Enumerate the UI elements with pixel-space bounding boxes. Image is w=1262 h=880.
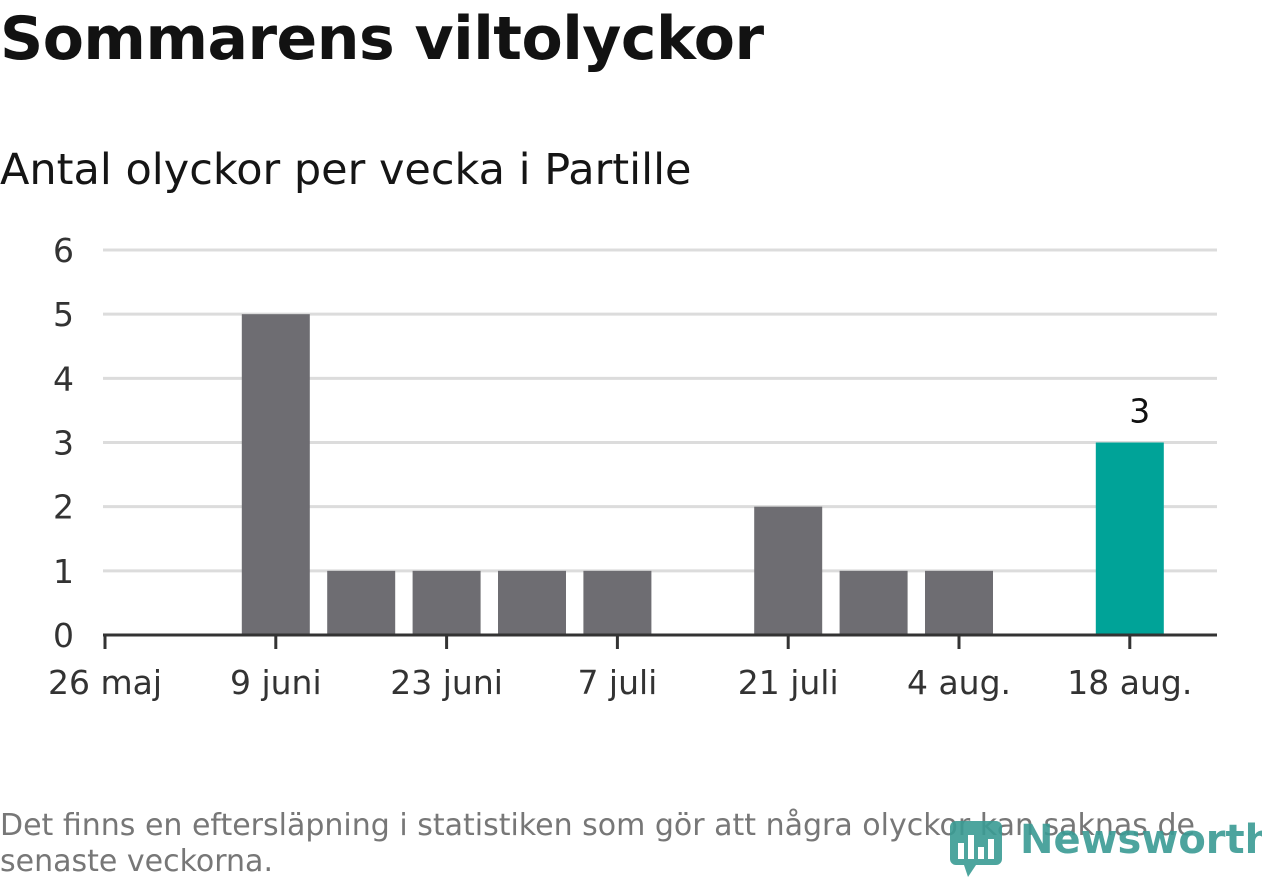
y-tick-label: 0 bbox=[53, 616, 74, 655]
x-tick-label: 7 juli bbox=[577, 663, 657, 702]
bar-18-aug- bbox=[1095, 442, 1164, 635]
bar-9-juni bbox=[241, 314, 310, 635]
bar-7-juli bbox=[583, 570, 652, 635]
bar-21-juli bbox=[754, 506, 823, 635]
bar-16-juni bbox=[327, 570, 396, 635]
chart-title: Sommarens viltolyckor bbox=[0, 4, 764, 74]
y-tick-label: 3 bbox=[53, 424, 74, 463]
bar-23-juni bbox=[412, 570, 481, 635]
x-axis: 26 maj 9 juni 23 juni 7 juli 21 juli 4 aug. 18… bbox=[48, 633, 1217, 702]
brand-name: Newsworthy bbox=[1020, 817, 1262, 863]
y-axis-ticks: 0 1 2 3 4 5 6 bbox=[53, 231, 74, 655]
x-tick-label: 23 juni bbox=[390, 663, 503, 702]
y-tick-label: 4 bbox=[53, 359, 74, 398]
x-tick-label: 9 juni bbox=[230, 663, 322, 702]
newsworthy-logo: Newsworthy bbox=[950, 817, 1262, 877]
data-labels: 3 bbox=[1129, 392, 1150, 431]
y-tick-label: 1 bbox=[53, 552, 74, 591]
bars bbox=[241, 314, 1164, 635]
bar-chart: 0 1 2 3 4 5 6 26 maj 9 juni 23 juni 7 juli 21 juli… bbox=[48, 231, 1217, 702]
y-tick-label: 6 bbox=[53, 231, 74, 270]
newsworthy-chart-icon bbox=[950, 821, 1002, 877]
bar-4-aug- bbox=[925, 570, 993, 635]
bar-30-juni bbox=[498, 570, 566, 635]
x-tick-label: 21 juli bbox=[738, 663, 839, 702]
x-tick-label: 26 maj bbox=[48, 663, 162, 702]
data-label: 3 bbox=[1129, 392, 1150, 431]
x-tick-label: 4 aug. bbox=[907, 663, 1011, 702]
y-tick-label: 2 bbox=[53, 488, 74, 527]
y-tick-label: 5 bbox=[53, 295, 74, 334]
bar-28-juli bbox=[839, 570, 908, 635]
chart-subtitle: Antal olyckor per vecka i Partille bbox=[0, 145, 692, 195]
x-tick-label: 18 aug. bbox=[1067, 663, 1192, 702]
